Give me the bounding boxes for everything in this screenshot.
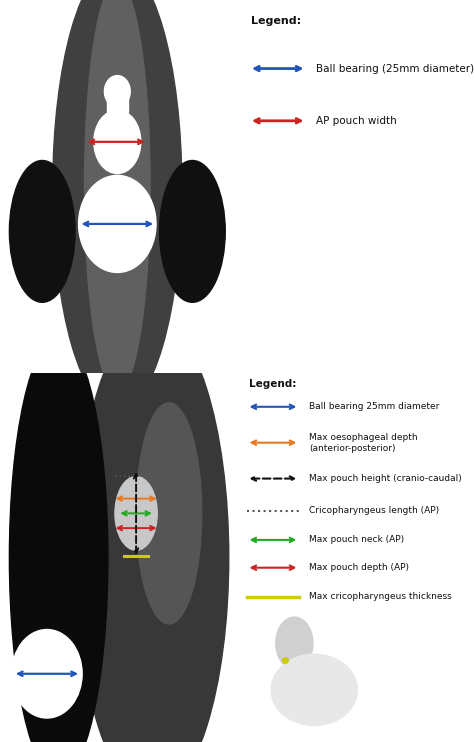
Text: Max pouch depth (AP): Max pouch depth (AP) bbox=[309, 563, 409, 572]
Text: Cricopharyngeus length (AP): Cricopharyngeus length (AP) bbox=[309, 507, 439, 516]
Ellipse shape bbox=[12, 629, 82, 718]
Ellipse shape bbox=[76, 318, 229, 742]
Ellipse shape bbox=[136, 403, 202, 624]
Text: Legend:: Legend: bbox=[249, 379, 296, 389]
Bar bbox=[107, 91, 128, 112]
Ellipse shape bbox=[84, 0, 150, 392]
Text: Legend:: Legend: bbox=[251, 16, 301, 26]
Ellipse shape bbox=[9, 336, 108, 742]
Text: AP pouch width: AP pouch width bbox=[316, 116, 397, 126]
Text: Max cricopharyngeus thickness: Max cricopharyngeus thickness bbox=[309, 592, 452, 601]
Text: Ball bearing 25mm diameter: Ball bearing 25mm diameter bbox=[309, 402, 439, 411]
Ellipse shape bbox=[79, 175, 156, 272]
Ellipse shape bbox=[271, 654, 357, 726]
Ellipse shape bbox=[115, 476, 157, 551]
Text: Max oesophageal depth
(anterior-posterior): Max oesophageal depth (anterior-posterio… bbox=[309, 433, 418, 453]
Ellipse shape bbox=[276, 617, 313, 669]
Ellipse shape bbox=[160, 160, 225, 302]
Text: Max pouch neck (AP): Max pouch neck (AP) bbox=[309, 536, 404, 545]
Ellipse shape bbox=[104, 76, 130, 108]
Ellipse shape bbox=[9, 160, 75, 302]
Text: Ball bearing (25mm diameter): Ball bearing (25mm diameter) bbox=[316, 64, 474, 73]
Ellipse shape bbox=[94, 110, 141, 174]
Ellipse shape bbox=[53, 0, 182, 410]
Text: Max pouch height (cranio-caudal): Max pouch height (cranio-caudal) bbox=[309, 474, 462, 483]
